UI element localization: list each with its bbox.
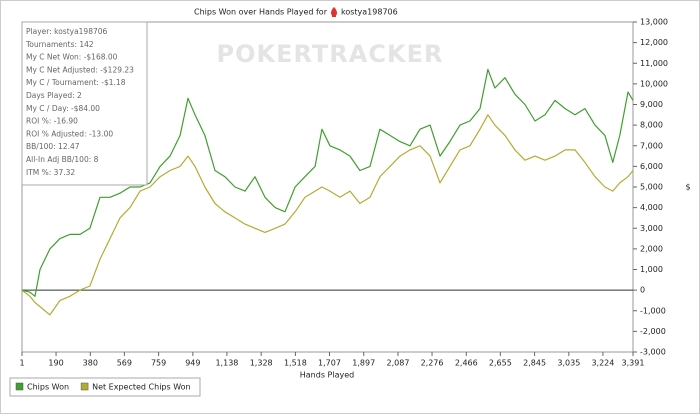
stat-line: My C Net Adjusted: -$129.23 — [26, 65, 134, 74]
legend: Chips Won Net Expected Chips Won — [15, 382, 191, 392]
legend-swatch — [15, 382, 24, 391]
x-tick-label: 1,897 — [352, 359, 375, 368]
x-tick-label: 3,224 — [591, 359, 614, 368]
stat-line: My C Net Won: -$168.00 — [26, 53, 118, 62]
x-tick-label: 1,707 — [318, 359, 341, 368]
stat-line: Player: kostya198706 — [26, 27, 108, 36]
stat-line: BB/100: 12.47 — [26, 142, 80, 151]
y-axis-label: $ — [685, 183, 690, 192]
y-tick-label: -1,000 — [640, 306, 666, 315]
stat-line: ROI % Adjusted: -13.00 — [26, 129, 113, 138]
stat-line: My C / Tournament: -$1.18 — [26, 78, 126, 87]
stat-line: All-In Adj BB/100: 8 — [26, 155, 99, 164]
x-tick-label: 949 — [185, 359, 200, 368]
x-tick-label: 3,391 — [622, 359, 645, 368]
x-tick-label: 1,518 — [284, 359, 307, 368]
x-tick-label: 2,087 — [387, 359, 410, 368]
y-tick-label: -2,000 — [640, 327, 666, 336]
legend-box — [9, 377, 201, 397]
y-tick-label: 10,000 — [640, 79, 668, 88]
x-tick-label: 3,035 — [557, 359, 580, 368]
watermark: POKERTRACKER — [217, 40, 444, 68]
series-line — [21, 68, 634, 297]
y-tick-label: 9,000 — [640, 100, 663, 109]
stat-line: Tournaments: 142 — [25, 40, 94, 49]
x-tick-label: 1,138 — [215, 359, 238, 368]
y-tick-label: 2,000 — [640, 244, 663, 253]
y-tick-label: -3,000 — [640, 348, 666, 357]
plot — [21, 68, 634, 316]
x-tick-label: 1 — [19, 359, 24, 368]
legend-label: Chips Won — [27, 383, 69, 392]
x-tick-label: 2,276 — [421, 359, 444, 368]
series-line — [21, 114, 634, 316]
y-tick-label: 13,000 — [640, 18, 668, 27]
x-tick-label: 380 — [83, 359, 98, 368]
x-tick-label: 2,845 — [523, 359, 546, 368]
x-tick-label: 1,328 — [250, 359, 273, 368]
y-tick-label: 4,000 — [640, 203, 663, 212]
y-tick-label: 0 — [640, 286, 645, 295]
x-tick-label: 2,655 — [489, 359, 512, 368]
legend-swatch — [80, 382, 89, 391]
y-tick-label: 3,000 — [640, 224, 663, 233]
stat-line: My C / Day: -$84.00 — [26, 104, 100, 113]
x-tick-label: 2,466 — [455, 359, 478, 368]
stat-line: ITM %: 37.32 — [26, 168, 75, 177]
stats: Player: kostya198706 Tournaments: 142 My C… — [25, 27, 134, 177]
stat-line: Days Played: 2 — [26, 91, 82, 100]
y-tick-label: 1,000 — [640, 265, 663, 274]
y-tick-label: 8,000 — [640, 121, 663, 130]
legend-label: Net Expected Chips Won — [92, 383, 191, 392]
player-icon — [331, 7, 337, 17]
y-tick-label: 6,000 — [640, 162, 663, 171]
y-tick-label: 5,000 — [640, 183, 663, 192]
y-tick-label: 12,000 — [640, 38, 668, 47]
chart-title: Chips Won over Hands Played for — [194, 8, 328, 17]
y-tick-label: 7,000 — [640, 141, 663, 150]
x-tick-label: 190 — [48, 359, 63, 368]
stat-line: ROI %: -16.90 — [26, 117, 78, 126]
stats-box — [21, 21, 148, 186]
x-tick-label: 759 — [151, 359, 166, 368]
x-axis-label: Hands Played — [300, 371, 354, 380]
chart-title-player: kostya198706 — [341, 8, 398, 17]
y-tick-label: 11,000 — [640, 59, 668, 68]
x-tick-label: 569 — [117, 359, 132, 368]
